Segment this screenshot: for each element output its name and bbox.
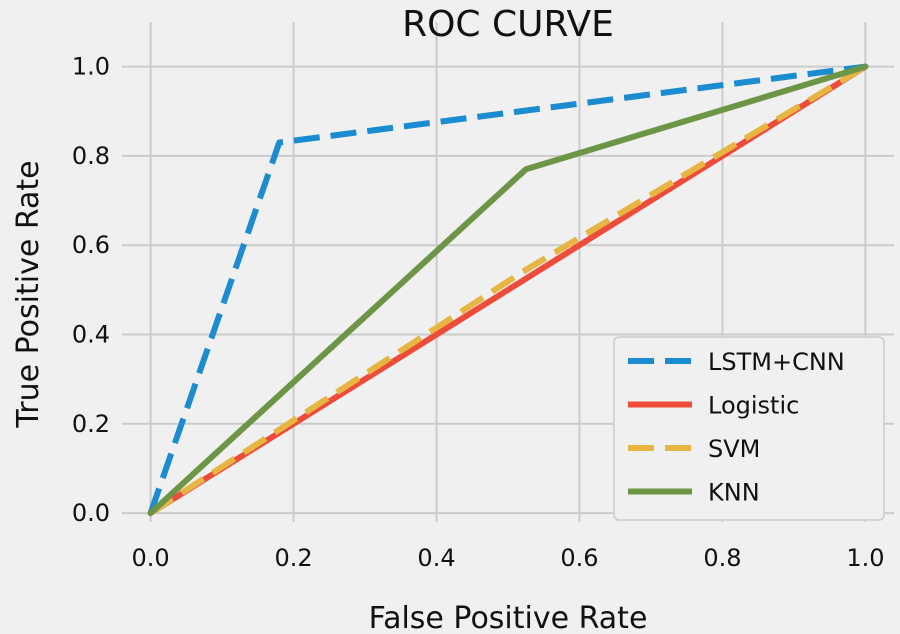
x-tick-label: 0.0 (132, 544, 170, 572)
legend-label: Logistic (708, 392, 799, 420)
x-tick-label: 0.4 (417, 544, 455, 572)
y-tick-label: 0.0 (72, 499, 110, 527)
legend-label: KNN (708, 479, 760, 507)
legend-label: LSTM+CNN (708, 348, 845, 376)
x-tick-label: 0.8 (703, 544, 741, 572)
chart-title: ROC CURVE (402, 4, 614, 45)
series-line-knn (147, 63, 869, 517)
series-line-logistic (147, 63, 869, 517)
y-tick-label: 0.2 (72, 410, 110, 438)
x-tick-label: 1.0 (846, 544, 884, 572)
legend-box (613, 336, 885, 521)
y-tick-label: 0.6 (72, 231, 110, 259)
tick-labels: 0.0 0.2 0.4 0.6 0.8 1.0 0.0 0.2 0.4 0.6 0.8 1.0 (72, 53, 885, 572)
y-axis-title: True Positive Rate (11, 160, 46, 428)
x-tick-label: 0.2 (274, 544, 312, 572)
y-tick-label: 0.8 (72, 142, 110, 170)
legend-label: SVM (708, 435, 760, 463)
series-lines (147, 63, 869, 517)
y-tick-label: 0.4 (72, 321, 110, 349)
x-tick-label: 0.6 (560, 544, 598, 572)
series-line-svm (148, 64, 867, 516)
y-tick-label: 1.0 (72, 53, 110, 81)
series-line-lstm-cnn (147, 63, 866, 515)
x-axis-title: False Positive Rate (369, 601, 648, 634)
legend: LSTM+CNN Logistic SVM KNN (613, 336, 885, 521)
